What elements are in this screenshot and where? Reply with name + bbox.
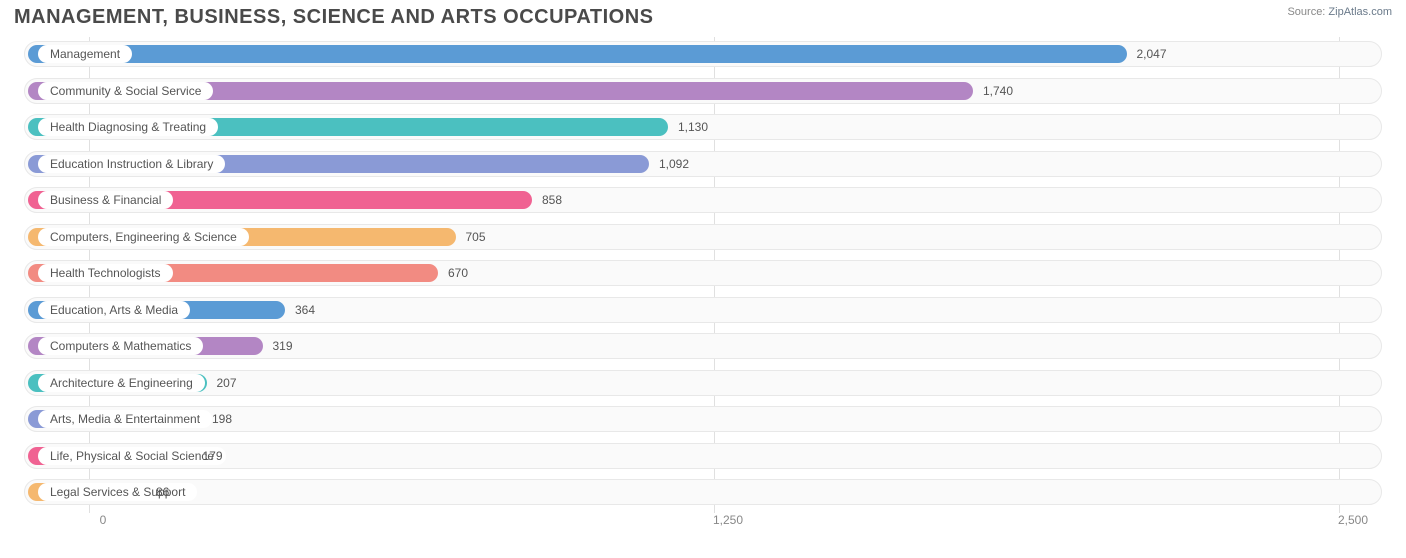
bar-label: Community & Social Service	[38, 82, 213, 100]
x-axis: 0 1,250 2,500	[14, 513, 1392, 533]
bar-value: 179	[203, 449, 223, 463]
bar-row: Architecture & Engineering 207	[14, 366, 1392, 400]
bar-row: Health Diagnosing & Treating 1,130	[14, 110, 1392, 144]
bar-value: 705	[466, 230, 486, 244]
bar-label: Architecture & Engineering	[38, 374, 205, 392]
bar-label: Computers & Mathematics	[38, 337, 203, 355]
bar-fill	[28, 45, 1127, 63]
chart-area: Management 2,047 Community & Social Servic…	[0, 37, 1406, 547]
bar-label: Management	[38, 45, 132, 63]
bar-row: Arts, Media & Entertainment198	[14, 402, 1392, 436]
chart-header: MANAGEMENT, BUSINESS, SCIENCE AND ARTS O…	[0, 0, 1406, 37]
bar-value: 1,130	[678, 120, 708, 134]
source-prefix: Source:	[1287, 6, 1328, 18]
bar-label: Business & Financial	[38, 191, 173, 209]
bar-label: Health Technologists	[38, 264, 173, 282]
bar-row: Education Instruction & Library 1,092	[14, 147, 1392, 181]
bar-value: 198	[212, 412, 232, 426]
bar-row: Computers & Mathematics 319	[14, 329, 1392, 363]
axis-tick-label: 0	[100, 513, 107, 527]
bar-label: Health Diagnosing & Treating	[38, 118, 218, 136]
bar-row: Computers, Engineering & Science 705	[14, 220, 1392, 254]
bar-value: 1,092	[659, 157, 689, 171]
bar-value: 207	[217, 376, 237, 390]
axis-tick-label: 1,250	[713, 513, 743, 527]
bar-label: Life, Physical & Social Science	[38, 447, 226, 465]
bar-label: Computers, Engineering & Science	[38, 228, 249, 246]
bar-value: 2,047	[1137, 47, 1167, 61]
bar-value: 319	[273, 339, 293, 353]
bar-row: Life, Physical & Social Science179	[14, 439, 1392, 473]
source-attribution: Source: ZipAtlas.com	[1287, 6, 1392, 18]
bar-value: 86	[156, 485, 169, 499]
bar-label: Education, Arts & Media	[38, 301, 190, 319]
bar-label: Education Instruction & Library	[38, 155, 225, 173]
bar-row: Management 2,047	[14, 37, 1392, 71]
bar-row: Community & Social Service 1,740	[14, 74, 1392, 108]
bar-series: Management 2,047 Community & Social Servic…	[14, 37, 1392, 509]
bar-value: 670	[448, 266, 468, 280]
source-link[interactable]: ZipAtlas.com	[1328, 6, 1392, 18]
bar-row: Legal Services & Support86	[14, 475, 1392, 509]
bar-track	[24, 479, 1382, 505]
axis-tick-label: 2,500	[1338, 513, 1368, 527]
bar-label: Arts, Media & Entertainment	[38, 410, 212, 428]
bar-row: Business & Financial 858	[14, 183, 1392, 217]
bar-row: Education, Arts & Media 364	[14, 293, 1392, 327]
bar-row: Health Technologists 670	[14, 256, 1392, 290]
bar-value: 1,740	[983, 84, 1013, 98]
bar-track	[24, 443, 1382, 469]
chart-title: MANAGEMENT, BUSINESS, SCIENCE AND ARTS O…	[14, 6, 653, 29]
bar-value: 364	[295, 303, 315, 317]
bar-value: 858	[542, 193, 562, 207]
bar-label: Legal Services & Support	[38, 483, 197, 501]
